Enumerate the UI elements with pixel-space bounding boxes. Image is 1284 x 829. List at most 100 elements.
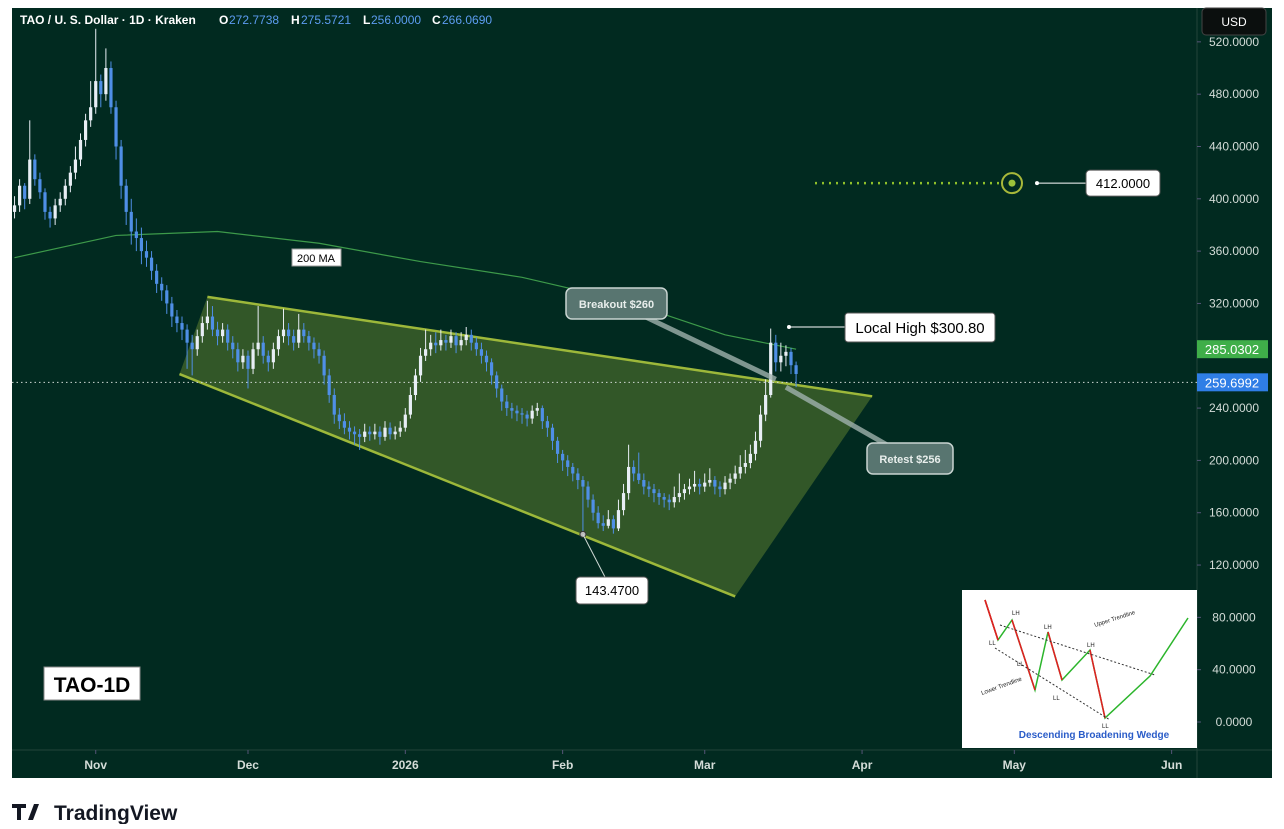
candle-body — [621, 493, 626, 511]
candle-body — [210, 316, 215, 330]
target-ring — [1001, 172, 1023, 195]
candle-body — [413, 375, 418, 396]
low-pointer — [582, 534, 606, 578]
candle-body — [205, 316, 209, 324]
candle-body — [657, 493, 661, 498]
candle-body — [545, 421, 550, 428]
candle-body — [236, 349, 240, 363]
candle-body — [525, 414, 529, 419]
candle-body — [251, 349, 255, 369]
candle-body — [439, 340, 443, 346]
candle-body — [170, 303, 174, 317]
candle-body — [18, 185, 22, 206]
candle-body — [347, 427, 352, 432]
inset-bg — [962, 590, 1197, 748]
candle-body — [190, 342, 194, 350]
candle-body — [789, 351, 793, 366]
candle-body — [540, 408, 544, 422]
candle-body — [642, 480, 646, 487]
ma-label: 200 MA — [297, 253, 336, 265]
local-high-dot — [787, 325, 791, 329]
candle-body — [124, 185, 128, 212]
candle-body — [677, 493, 681, 498]
candle-body — [38, 179, 42, 193]
candle-body — [155, 270, 159, 284]
y-tick-label: 0.0000 — [1216, 715, 1253, 729]
candle-body — [601, 523, 605, 526]
candle-body — [434, 342, 438, 346]
y-tick-label: 320.0000 — [1209, 296, 1259, 310]
candle-body — [718, 486, 722, 490]
candle-body — [342, 421, 347, 428]
x-tick-label: Apr — [852, 758, 873, 772]
candle-body — [317, 349, 321, 356]
candle-body — [83, 120, 88, 140]
candle-body — [611, 519, 615, 529]
candle-body — [266, 355, 270, 363]
candle-body — [363, 431, 367, 437]
inset-label: LL — [1053, 696, 1060, 702]
ma_price-box — [1197, 340, 1268, 359]
y-tick-label: 360.0000 — [1209, 244, 1259, 258]
inset-label: LL — [1017, 662, 1024, 668]
local-high: Local High $300.80 — [855, 320, 984, 337]
breakout: Breakout $260 — [579, 299, 654, 311]
candle-body — [286, 329, 291, 337]
y-tick-label: 480.0000 — [1209, 87, 1259, 101]
candle-body — [464, 334, 468, 341]
last_price-box — [1197, 373, 1268, 392]
breakout-box — [565, 287, 668, 320]
candle-body — [561, 453, 565, 461]
candle-body — [246, 355, 250, 369]
candle-body — [200, 323, 204, 337]
candle-body — [586, 486, 590, 500]
low-box — [575, 576, 649, 605]
candle-body — [332, 395, 336, 415]
y-tick-label: 440.0000 — [1209, 139, 1259, 153]
candle-body — [68, 172, 72, 186]
candle-body — [753, 440, 758, 454]
candle-body — [292, 336, 296, 343]
candle-body — [378, 431, 382, 437]
candle-body — [53, 205, 57, 219]
candle-body — [515, 410, 519, 414]
y-tick-label: 520.0000 — [1209, 35, 1259, 49]
brand: TradingView — [54, 802, 178, 824]
ohlc-key: H — [291, 13, 300, 27]
candle-body — [195, 336, 199, 350]
candle-body — [489, 362, 494, 376]
candle-body — [119, 146, 123, 186]
candle-body — [149, 257, 154, 271]
candle-body — [383, 427, 387, 437]
currency-button[interactable] — [1201, 7, 1267, 36]
candle-body — [403, 414, 407, 428]
x-tick-label: Jun — [1161, 758, 1182, 772]
ohlc-value: 275.5721 — [301, 13, 351, 27]
candle-body — [647, 486, 651, 490]
candle-body — [418, 355, 423, 376]
candle-body — [358, 434, 362, 437]
candle-body — [226, 329, 230, 343]
candle-body — [728, 478, 732, 483]
candle-body — [312, 342, 316, 350]
candle-body — [215, 329, 220, 337]
plot-area: 200 MA — [12, 28, 1197, 598]
candle-body — [632, 466, 636, 474]
candle-body — [484, 355, 489, 363]
candle-body — [33, 159, 37, 180]
candle-body — [692, 483, 697, 487]
candle-body — [652, 489, 656, 494]
inset-down-legs — [984, 599, 1106, 719]
candle-body — [398, 427, 402, 432]
x-tick-label: Nov — [84, 758, 107, 772]
ohlc-value: 272.7738 — [229, 13, 279, 27]
inset-upper-line — [999, 624, 1156, 676]
candle-body — [352, 431, 357, 435]
candle-body — [261, 342, 265, 356]
candle-body — [271, 349, 275, 363]
candle-body — [180, 323, 184, 330]
candle-body — [139, 238, 144, 252]
candle-body — [368, 431, 372, 435]
candle-body — [550, 427, 555, 441]
